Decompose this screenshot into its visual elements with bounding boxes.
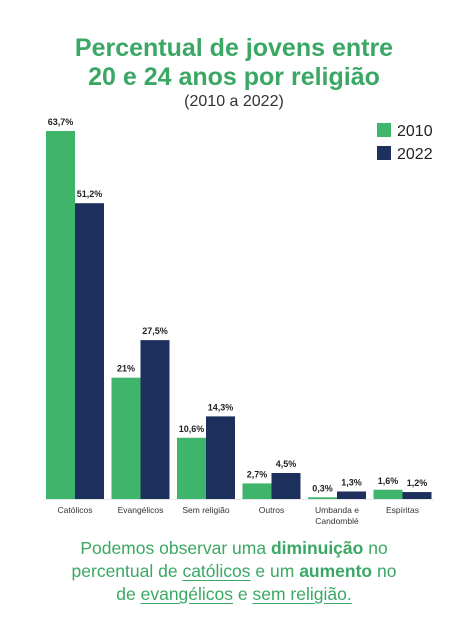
chart-caption: Podemos observar uma diminuição no perce…: [40, 537, 428, 606]
data-label-2010: 0,3%: [312, 483, 333, 493]
legend-swatch-2010: [377, 123, 391, 137]
legend-label-2022: 2022: [397, 146, 433, 163]
data-label-2010: 21%: [117, 364, 135, 374]
bar-2022: [337, 491, 366, 499]
bar-2010: [308, 497, 337, 499]
data-label-2010: 1,6%: [378, 476, 399, 486]
category-label: Espíritas: [386, 505, 419, 515]
data-label-2010: 63,7%: [48, 117, 74, 127]
bar-2010: [373, 489, 403, 499]
data-label-2010: 10,6%: [179, 424, 205, 434]
bar-2022: [140, 340, 170, 499]
bar-2010: [177, 437, 206, 499]
category-label: Outros: [259, 505, 285, 515]
bar-2010: [242, 483, 272, 499]
category-label: Católicos: [58, 505, 93, 515]
legend-swatch-2022: [377, 146, 391, 160]
chart-title: Percentual de jovens entre 20 e 24 anos …: [0, 34, 468, 92]
data-label-2010: 2,7%: [247, 469, 268, 479]
bar-chart: 63,7% 51,2% Católicos 21% 27,5% Evangélicos 10…: [44, 117, 434, 526]
bar-2022: [75, 203, 104, 499]
category-label: Sem religião: [182, 505, 230, 515]
data-label-2022: 14,3%: [208, 402, 234, 412]
data-label-2022: 51,2%: [77, 189, 103, 199]
chart-title-line-1: Percentual de jovens entre: [74, 34, 394, 62]
chart-title-line-2: 20 e 24 anos por religião: [88, 63, 380, 91]
legend-label-2010: 2010: [397, 123, 433, 140]
bar-2022: [402, 492, 432, 499]
category-label: Umbanda e: [315, 505, 359, 515]
category-label: Candomblé: [315, 516, 359, 526]
chart-subtitle: (2010 a 2022): [184, 93, 284, 110]
caption-line-1: Podemos observar uma diminuição no: [80, 538, 388, 558]
bar-2022: [206, 416, 235, 499]
data-label-2022: 27,5%: [142, 326, 168, 336]
bar-2010: [111, 377, 141, 499]
caption-line-3: de evangélicos e sem religião.: [116, 584, 352, 604]
caption-line-2: percentual de católicos e um aumento no: [71, 561, 397, 581]
data-label-2022: 4,5%: [276, 459, 297, 469]
data-label-2022: 1,2%: [407, 478, 428, 488]
data-label-2022: 1,3%: [341, 477, 362, 487]
category-label: Evangélicos: [118, 505, 164, 515]
bar-2010: [46, 131, 75, 499]
bar-2022: [271, 473, 301, 499]
